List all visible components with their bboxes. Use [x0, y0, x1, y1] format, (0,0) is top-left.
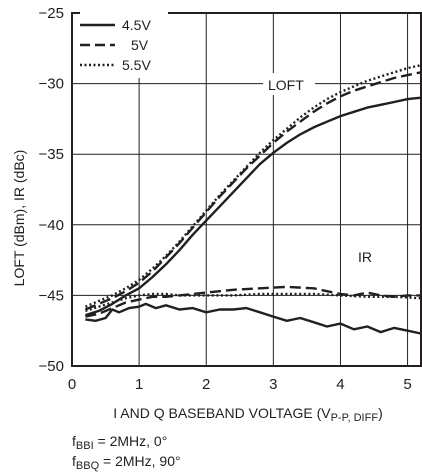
y-tick-label: −45	[39, 287, 64, 304]
y-tick-label: −40	[39, 217, 64, 234]
x-tick-label: 1	[135, 376, 143, 393]
legend-label-5v: 5V	[131, 37, 149, 53]
footnote-bbq-subscript: BBQ	[76, 460, 100, 472]
grid	[72, 13, 421, 366]
loft-label-background	[263, 73, 315, 95]
series-ir-5-5v	[85, 292, 422, 313]
plot-frame	[71, 12, 422, 367]
series-loft-5-5v	[84, 64, 422, 308]
footnote-bbi-prefix: f	[72, 433, 76, 449]
x-axis-title-end: )	[378, 405, 383, 421]
footnote-bbi-rest: = 2MHz, 0°	[94, 433, 168, 449]
y-tick-label: −30	[39, 76, 64, 93]
x-tick-label: 3	[269, 376, 277, 393]
footnote-bbi-subscript: BBI	[76, 440, 94, 452]
series-loft-4-5v	[85, 96, 422, 317]
y-axis-title: LOFT (dBm), IR (dBc)	[11, 150, 27, 287]
legend-label-5-5v: 5.5V	[122, 57, 151, 73]
x-tick-label: 0	[68, 376, 76, 393]
annotation-ir: IR	[358, 249, 372, 265]
legend-background	[80, 8, 168, 78]
tick-layer: 0 1 2 3 4 5 −50 −45 −40 −35 −30 −25	[39, 5, 412, 393]
x-tick-label: 5	[403, 376, 411, 393]
footnote-bbq-rest: = 2MHz, 90°	[99, 453, 180, 469]
series-ir-4-5v	[85, 302, 422, 335]
y-tick-label: −50	[39, 358, 64, 375]
x-axis-title-main: I AND Q BASEBAND VOLTAGE (V	[113, 405, 331, 421]
annotation-loft: LOFT	[268, 77, 304, 93]
x-tick-label: 2	[202, 376, 210, 393]
series-layer	[84, 64, 422, 335]
series-loft-5v	[84, 71, 422, 311]
y-tick-label: −25	[39, 5, 64, 22]
footnote-bbi: fBBI = 2MHz, 0°	[72, 433, 167, 452]
footnote-bbq-prefix: f	[72, 453, 76, 469]
legend-label-4-5v: 4.5V	[122, 17, 151, 33]
x-tick-label: 4	[336, 376, 344, 393]
series-ir-5v	[85, 285, 421, 318]
x-axis-title: I AND Q BASEBAND VOLTAGE (VP-P, DIFF)	[113, 405, 382, 424]
x-axis-title-subscript: P-P, DIFF	[331, 412, 379, 424]
footnote-bbq: fBBQ = 2MHz, 90°	[72, 453, 181, 472]
legend: 4.5V 5V 5.5V	[80, 8, 168, 78]
y-tick-label: −35	[39, 146, 64, 163]
